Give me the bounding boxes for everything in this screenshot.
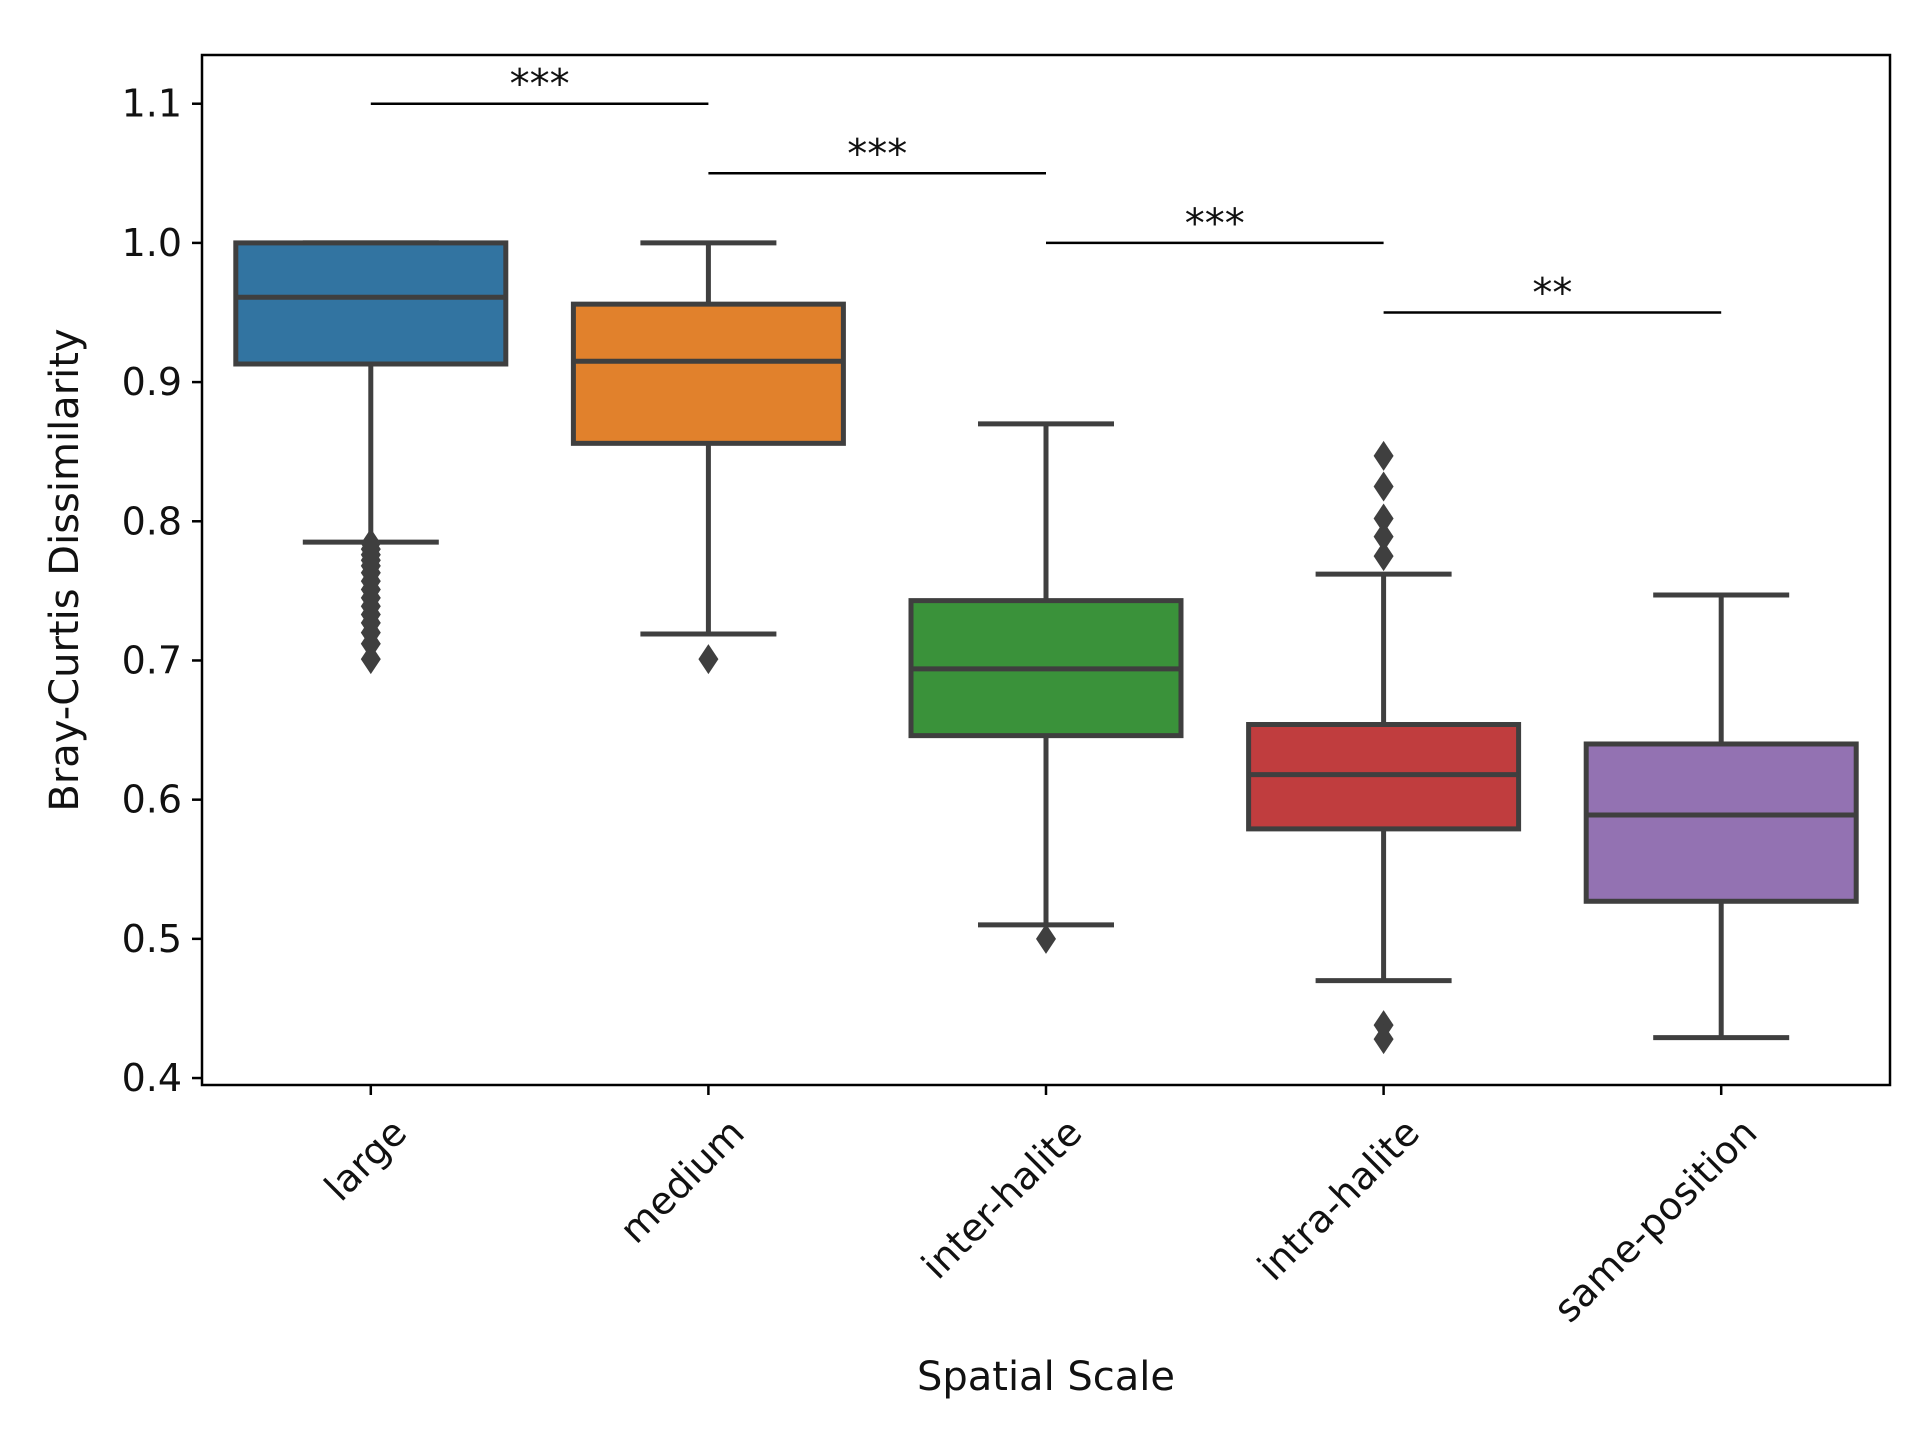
y-tick-label: 0.7 [122, 638, 182, 682]
outlier-point [1373, 503, 1394, 534]
box-group-intra-halite [1246, 440, 1522, 1055]
box-group-inter-halite [908, 421, 1184, 954]
outlier-point [1373, 521, 1394, 552]
box-iqr [1583, 741, 1859, 904]
significance-label: ** [1532, 271, 1572, 317]
y-tick-label: 0.6 [122, 778, 182, 822]
outlier-point [698, 644, 719, 675]
y-tick-label: 1.1 [122, 82, 182, 126]
x-tick-label-inter-halite: inter-halite [913, 1110, 1090, 1287]
x-axis: large medium inter-halite intra-halite same-… [316, 1085, 1766, 1331]
outlier-point [1373, 471, 1394, 502]
y-axis: 0.4 0.5 0.6 0.7 0.8 0.9 1.0 1.1 [122, 82, 202, 1100]
box-group-large [233, 240, 509, 675]
outlier-point [1373, 440, 1394, 471]
x-axis-title: Spatial Scale [917, 1354, 1175, 1400]
y-tick-label: 0.8 [122, 499, 182, 543]
y-tick-label: 0.5 [122, 917, 182, 961]
significance-annotations: *********** [370, 62, 1722, 317]
y-tick-label: 0.4 [122, 1056, 182, 1100]
significance-label: *** [510, 62, 570, 108]
outlier-point [1036, 923, 1056, 954]
significance-label: *** [1185, 201, 1245, 247]
outlier-point [360, 644, 381, 675]
x-tick-label-same-position: same-position [1545, 1110, 1765, 1330]
significance-label: *** [847, 131, 907, 177]
y-tick-label: 0.9 [122, 360, 182, 404]
box-group-same-position [1583, 592, 1859, 1041]
box-iqr [570, 301, 846, 446]
outlier-point [1373, 541, 1394, 572]
outlier-point [360, 628, 381, 659]
box-group-medium [570, 240, 846, 675]
y-tick-label: 1.0 [122, 221, 182, 265]
x-tick-label-intra-halite: intra-halite [1249, 1110, 1428, 1289]
y-axis-title: Bray-Curtis Dissimilarity [42, 328, 88, 811]
outlier-point [1373, 1024, 1394, 1055]
x-tick-label-large: large [316, 1110, 415, 1209]
x-tick-label-medium: medium [611, 1110, 753, 1252]
box-iqr [233, 240, 509, 367]
box-series [233, 240, 1859, 1055]
